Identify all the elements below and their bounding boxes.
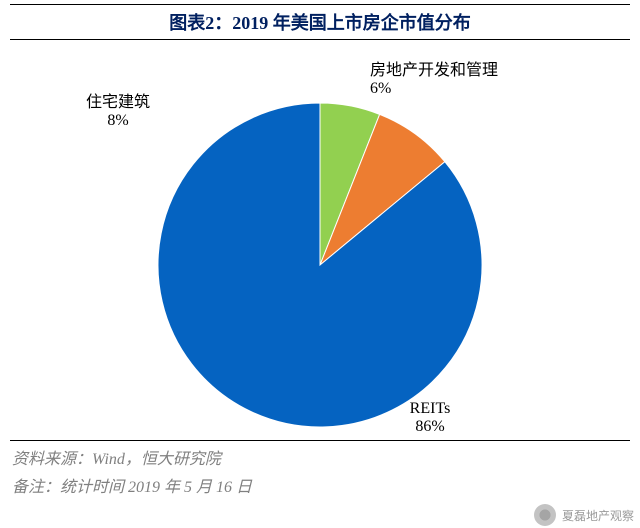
note-text: 统计时间 2019 年 5 月 16 日 (60, 479, 252, 496)
page-root: 图表2：2019 年美国上市房企市值分布 房地产开发和管理6% 住宅建筑8% REI… (0, 4, 640, 528)
watermark: 夏磊地产观察 (534, 504, 634, 526)
slice-label-1: 住宅建筑8% (86, 88, 150, 130)
watermark-text: 夏磊地产观察 (562, 507, 634, 524)
note-line: 备注：统计时间 2019 年 5 月 16 日 (12, 473, 628, 497)
slice-label-0: 房地产开发和管理6% (370, 56, 498, 98)
slice-label-percent: 86% (410, 418, 451, 436)
slice-label-2: REITs86% (410, 400, 451, 436)
note-prefix: 备注： (12, 479, 60, 496)
source-prefix: 资料来源： (12, 451, 92, 468)
slice-label-name: 住宅建筑 (86, 88, 150, 112)
slice-label-percent: 8% (86, 112, 150, 130)
slice-label-percent: 6% (370, 80, 498, 98)
source-line: 资料来源：Wind，恒大研究院 (12, 445, 628, 469)
wechat-icon (534, 504, 556, 526)
chart-title: 图表2：2019 年美国上市房企市值分布 (10, 4, 630, 40)
slice-label-name: 房地产开发和管理 (370, 56, 498, 80)
slice-label-name: REITs (410, 400, 451, 418)
divider (10, 440, 630, 441)
pie-chart: 房地产开发和管理6% 住宅建筑8% REITs86% (10, 40, 630, 440)
source-text: Wind，恒大研究院 (92, 451, 221, 468)
